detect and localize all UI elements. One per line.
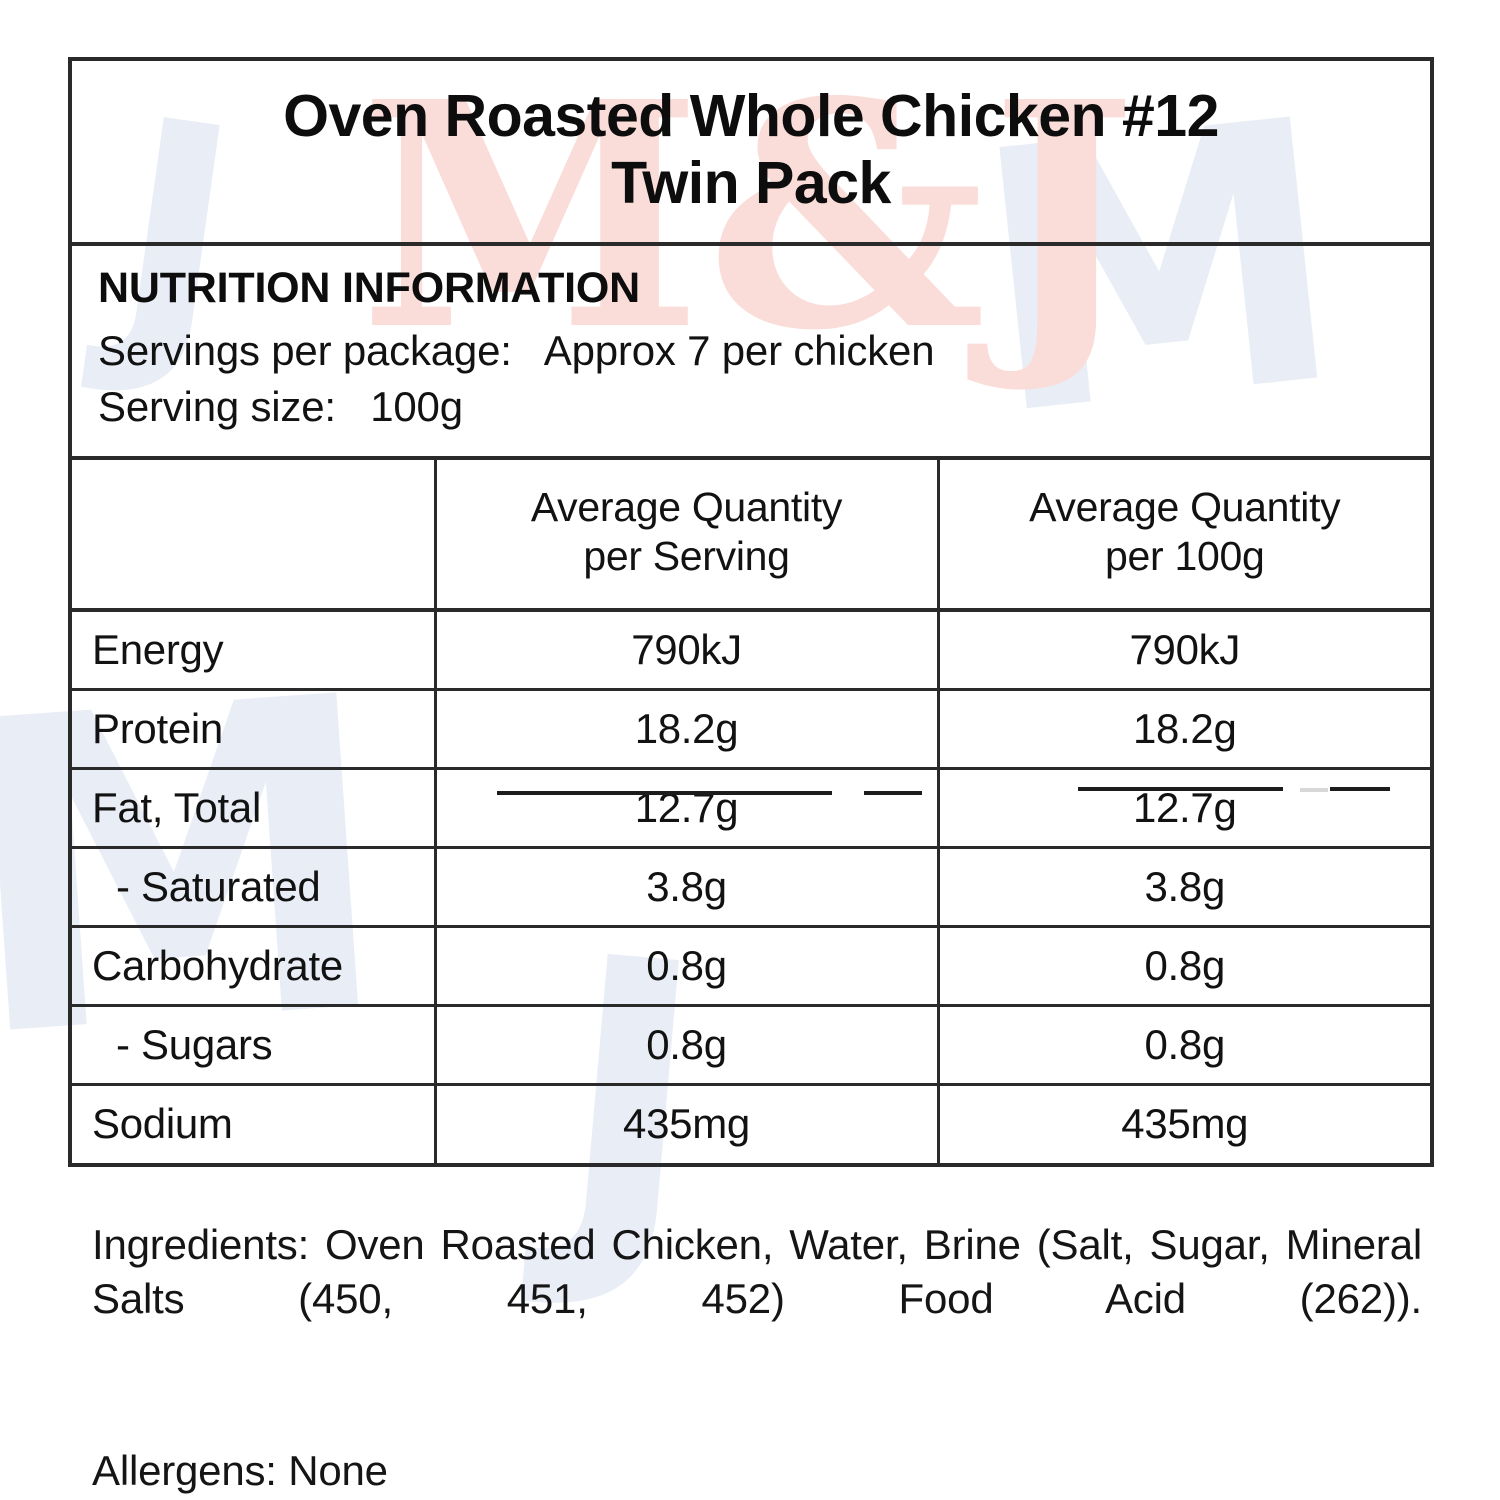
header-per-100g: Average Quantity per 100g [936, 460, 1430, 613]
value-per-100g: 18.2g [936, 687, 1430, 770]
table-row: Protein 18.2g 18.2g [72, 687, 1430, 770]
header-per-100g-line-1: Average Quantity [1029, 484, 1341, 530]
nutrition-information-heading: NUTRITION INFORMATION [98, 264, 640, 313]
value-per-100g: 12.7g [936, 766, 1430, 849]
header-per-serving: Average Quantity per Serving [433, 460, 940, 613]
product-title-box: Oven Roasted Whole Chicken #12 Twin Pack [72, 61, 1430, 247]
product-title-line-2: Twin Pack [611, 149, 891, 216]
value-per-serving: 3.8g [433, 845, 940, 928]
value-per-serving: 18.2g [433, 687, 940, 770]
nutrition-table-head: Average Quantity per Serving Average Qua… [72, 460, 1430, 613]
nutrient-label: - Saturated [72, 845, 437, 928]
value-per-serving: 790kJ [433, 608, 940, 691]
table-row: - Sugars 0.8g 0.8g [72, 1003, 1430, 1086]
value-per-serving: 435mg [433, 1082, 940, 1164]
nutrition-table: Average Quantity per Serving Average Qua… [72, 460, 1430, 1164]
nutrient-label: Sodium [72, 1082, 437, 1164]
table-row: Fat, Total 12.7g 12.7g [72, 766, 1430, 849]
label-footer: Ingredients: Oven Roasted Chicken, Water… [92, 1218, 1422, 1495]
header-per-serving-line-2: per Serving [583, 533, 790, 580]
table-row: Energy 790kJ 790kJ [72, 608, 1430, 691]
value-per-100g: 435mg [936, 1082, 1430, 1164]
table-row: - Saturated 3.8g 3.8g [72, 845, 1430, 928]
table-header-row: Average Quantity per Serving Average Qua… [72, 460, 1430, 613]
value-per-serving: 0.8g [433, 1003, 940, 1086]
value-per-100g: 3.8g [936, 845, 1430, 928]
ingredients-text: Ingredients: Oven Roasted Chicken, Water… [92, 1221, 1422, 1322]
table-row: Sodium 435mg 435mg [72, 1082, 1430, 1164]
allergens-text: Allergens: None [92, 1447, 388, 1495]
header-per-serving-line-1: Average Quantity [530, 484, 843, 530]
nutrient-label: Protein [72, 687, 437, 770]
serving-size-line: Serving size: 100g [98, 382, 463, 430]
value-per-serving: 12.7g [433, 766, 940, 849]
table-row: Carbohydrate 0.8g 0.8g [72, 924, 1430, 1007]
value-per-serving: 0.8g [433, 924, 940, 1007]
nutrient-label: Energy [72, 608, 437, 691]
nutrient-label: Fat, Total [72, 766, 437, 849]
nutrient-label: - Sugars [72, 1003, 437, 1086]
value-per-100g: 790kJ [936, 608, 1430, 691]
servings-per-package-line: Servings per package: Approx 7 per chick… [98, 327, 935, 375]
nutrition-info-box: NUTRITION INFORMATION Servings per packa… [72, 246, 1430, 461]
value-per-100g: 0.8g [936, 924, 1430, 1007]
header-per-100g-line-2: per 100g [1105, 533, 1265, 580]
product-title-line-1: Oven Roasted Whole Chicken #12 [283, 83, 1219, 149]
value-per-100g: 0.8g [936, 1003, 1430, 1086]
header-blank-cell [72, 460, 437, 613]
nutrition-panel: Oven Roasted Whole Chicken #12 Twin Pack… [68, 57, 1434, 1168]
nutrient-label: Carbohydrate [72, 924, 437, 1007]
nutrition-table-body: Energy 790kJ 790kJ Protein 18.2g 18.2g F… [72, 608, 1430, 1164]
